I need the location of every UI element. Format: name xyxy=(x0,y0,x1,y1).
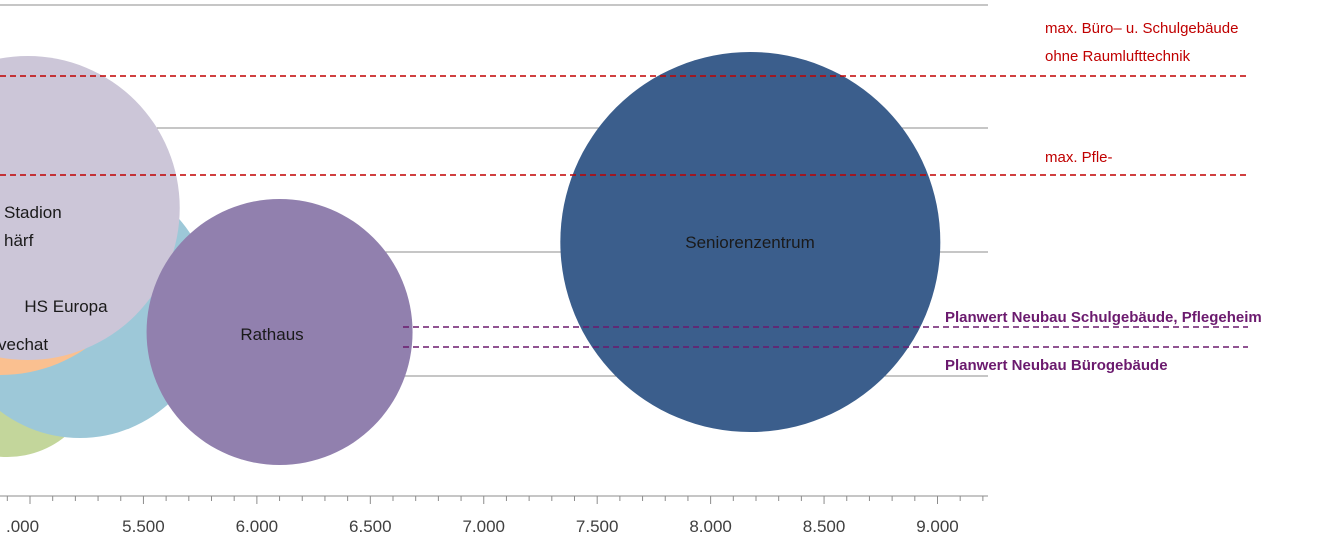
bubble-rathaus xyxy=(146,199,413,465)
x-tick-label: 9.000 xyxy=(916,517,959,536)
x-axis-ticks xyxy=(6,496,984,504)
bubble-label: Rathaus xyxy=(240,325,303,344)
x-tick-label: .000 xyxy=(6,517,39,536)
bubbles xyxy=(0,52,941,465)
reference-line-label: max. Büro– u. Schulgebäude xyxy=(1045,20,1238,37)
reference-line-labels: max. Büro– u. Schulgebäude ohne Raumluftt… xyxy=(945,20,1262,374)
reference-line-label: max. Pfle- xyxy=(1045,149,1113,166)
reference-lines xyxy=(0,75,1248,348)
x-tick-label: 8.500 xyxy=(803,517,846,536)
bubble-label: härf xyxy=(4,231,34,250)
bubble-label: HS Europa xyxy=(24,297,108,316)
x-tick-label: 6.500 xyxy=(349,517,392,536)
x-axis-tick-labels: .000 5.500 6.000 6.500 7.000 7.500 8.000 8.500 9… xyxy=(6,517,959,536)
bubble-label: vechat xyxy=(0,335,48,354)
x-tick-label: 7.500 xyxy=(576,517,619,536)
reference-line-label: ohne Raumlufttechnik xyxy=(1045,48,1191,65)
bubble-label: Stadion xyxy=(4,203,62,222)
x-tick-label: 8.000 xyxy=(689,517,732,536)
x-tick-label: 5.500 xyxy=(122,517,165,536)
x-axis: .000 5.500 6.000 6.500 7.000 7.500 8.000 8.500 9… xyxy=(0,495,988,536)
bubble-seniorenzentrum xyxy=(560,52,941,432)
x-tick-label: 7.000 xyxy=(462,517,505,536)
x-tick-label: 6.000 xyxy=(236,517,279,536)
bubble-labels: HS Europa vechat Stadion härf Rathaus Seniore… xyxy=(0,203,815,354)
reference-line-label: Planwert Neubau Bürogebäude xyxy=(945,357,1168,374)
bubble-label: Seniorenzentrum xyxy=(685,233,814,252)
bubble-stadion xyxy=(0,56,180,360)
reference-line-label: Planwert Neubau Schulgebäude, Pflegeheim xyxy=(945,309,1262,326)
